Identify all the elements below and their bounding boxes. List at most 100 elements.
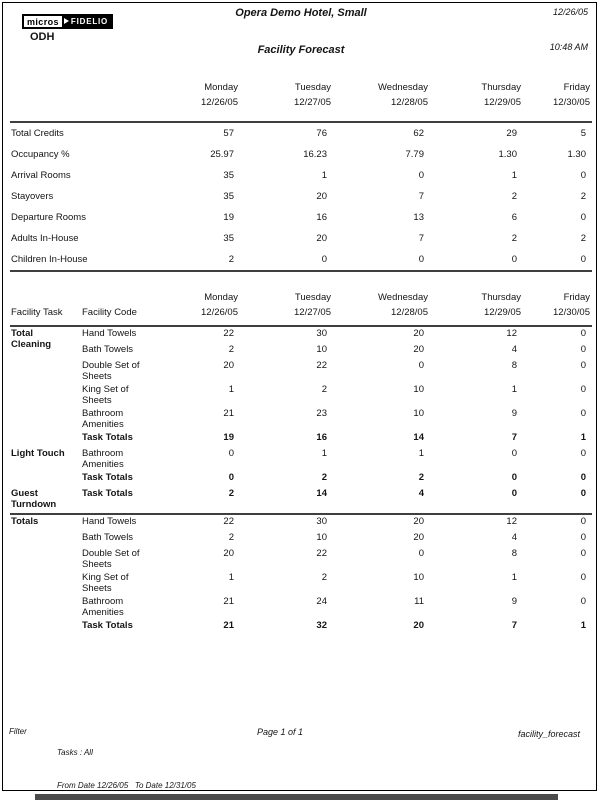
footer-filter-details: Tasks : All From Date 12/26/05 To Date 1… — [57, 725, 196, 802]
summary-row: Total Credits 57 76 62 29 5 — [10, 122, 592, 144]
value-cell: 35 — [223, 233, 234, 244]
facility-code: Double Set of Sheets — [82, 360, 140, 382]
value-cell: 0 — [228, 448, 234, 459]
value-cell: 7 — [418, 191, 424, 202]
value-cell: 1 — [228, 384, 234, 395]
value-cell: 32 — [316, 620, 327, 631]
value-cell: 8 — [511, 360, 517, 371]
facility-table: Monday Tuesday Wednesday Thursday Friday Fac… — [10, 288, 592, 635]
day-date: 12/29/05 — [430, 96, 523, 123]
value-cell: 4 — [333, 487, 430, 515]
day-date: 12/27/05 — [240, 96, 333, 123]
facility-date-header-row: Facility Task Facility Code 12/26/05 12/2… — [10, 306, 592, 327]
facility-row: Bathroom Amenities 21 23 10 9 0 — [10, 407, 592, 431]
value-cell: 0 — [580, 472, 586, 483]
value-cell: 0 — [580, 408, 586, 419]
page-bottom-bar — [35, 794, 558, 800]
day-date: 12/27/05 — [240, 306, 333, 327]
row-label: Arrival Rooms — [11, 170, 71, 181]
value-cell: 23 — [316, 408, 327, 419]
summary-row: Stayovers 35 20 7 2 2 — [10, 186, 592, 207]
value-cell: 4 — [511, 344, 517, 355]
value-cell: 20 — [413, 344, 424, 355]
value-cell: 35 — [223, 170, 234, 181]
task-name: Total Cleaning — [11, 328, 52, 350]
value-cell: 14 — [413, 432, 424, 443]
facility-row: Task Totals 19 16 14 7 1 — [10, 431, 592, 447]
value-cell: 2 — [228, 532, 234, 543]
value-cell: 7.79 — [405, 149, 425, 160]
summary-table: Monday Tuesday Wednesday Thursday Friday 12/… — [10, 78, 592, 272]
footer-tasks-line: Tasks : All — [57, 748, 93, 757]
summary-row: Occupancy % 25.97 16.23 7.79 1.30 1.30 — [10, 144, 592, 165]
value-cell: 2 — [511, 191, 517, 202]
facility-code: King Set of Sheets — [82, 572, 129, 594]
facility-row: King Set of Sheets 1 2 10 1 0 — [10, 383, 592, 407]
row-label: Total Credits — [11, 128, 64, 139]
micros-fidelio-logo: micros FIDELIO — [22, 14, 114, 29]
value-cell: 0 — [418, 548, 424, 559]
value-cell: 10 — [413, 572, 424, 583]
value-cell: 7 — [511, 432, 517, 443]
value-cell: 14 — [240, 487, 333, 515]
facility-day-header-row: Monday Tuesday Wednesday Thursday Friday — [10, 288, 592, 306]
value-cell: 0 — [240, 249, 333, 272]
value-cell: 12 — [506, 328, 517, 339]
facility-code: Task Totals — [82, 432, 133, 443]
value-cell: 19 — [223, 432, 234, 443]
page-border — [2, 2, 597, 791]
value-cell: 0 — [580, 212, 586, 223]
summary-row: Arrival Rooms 35 1 0 1 0 — [10, 165, 592, 186]
value-cell: 2 — [321, 384, 327, 395]
facility-code: King Set of Sheets — [82, 384, 129, 406]
value-cell: 0 — [580, 448, 586, 459]
task-name: Light Touch — [11, 448, 65, 459]
facility-code: Task Totals — [82, 472, 133, 483]
row-label: Stayovers — [11, 191, 54, 202]
footer-dates-line: From Date 12/26/05 To Date 12/31/05 — [57, 781, 196, 790]
value-cell: 20 — [316, 233, 327, 244]
value-cell: 0 — [580, 344, 586, 355]
value-cell: 2 — [321, 472, 327, 483]
value-cell: 0 — [580, 572, 586, 583]
day-name: Wednesday — [378, 81, 428, 93]
facility-code: Double Set of Sheets — [82, 548, 140, 570]
value-cell: 1 — [321, 448, 327, 459]
value-cell: 10 — [413, 408, 424, 419]
day-name: Friday — [563, 81, 590, 93]
value-cell: 1 — [418, 448, 424, 459]
value-cell: 0 — [580, 170, 586, 181]
day-name: Monday — [204, 291, 238, 303]
value-cell: 11 — [414, 596, 424, 607]
facility-row: Guest Turndown Task Totals 2 14 4 0 0 — [10, 487, 592, 515]
value-cell: 10 — [316, 344, 327, 355]
value-cell: 62 — [413, 128, 424, 139]
summary-row: Children In-House 2 0 0 0 0 — [10, 249, 592, 272]
facility-row: Double Set of Sheets 20 22 0 8 0 — [10, 547, 592, 571]
facility-row: Light Touch Bathroom Amenities 0 1 1 0 0 — [10, 447, 592, 471]
value-cell: 9 — [511, 408, 517, 419]
value-cell: 35 — [223, 191, 234, 202]
report-date: 12/26/05 — [552, 7, 588, 17]
value-cell: 0 — [580, 596, 586, 607]
value-cell: 1 — [228, 572, 234, 583]
report-content: Monday Tuesday Wednesday Thursday Friday 12/… — [10, 78, 592, 635]
row-label: Occupancy % — [11, 149, 70, 160]
value-cell: 20 — [413, 328, 424, 339]
value-cell: 25.97 — [210, 149, 234, 160]
value-cell: 22 — [316, 360, 327, 371]
value-cell: 16.23 — [303, 149, 327, 160]
value-cell: 0 — [523, 249, 592, 272]
facility-code: Bathroom Amenities — [82, 448, 124, 470]
row-label: Departure Rooms — [11, 212, 86, 223]
value-cell: 12 — [506, 516, 517, 527]
day-name: Thursday — [481, 81, 521, 93]
value-cell: 20 — [413, 516, 424, 527]
value-cell: 0 — [580, 516, 586, 527]
row-label: Children In-House — [10, 249, 160, 272]
value-cell: 0 — [523, 487, 592, 515]
logo-micros-text: micros — [22, 14, 64, 29]
day-date: 12/28/05 — [333, 96, 430, 123]
task-name: Totals — [11, 516, 39, 527]
